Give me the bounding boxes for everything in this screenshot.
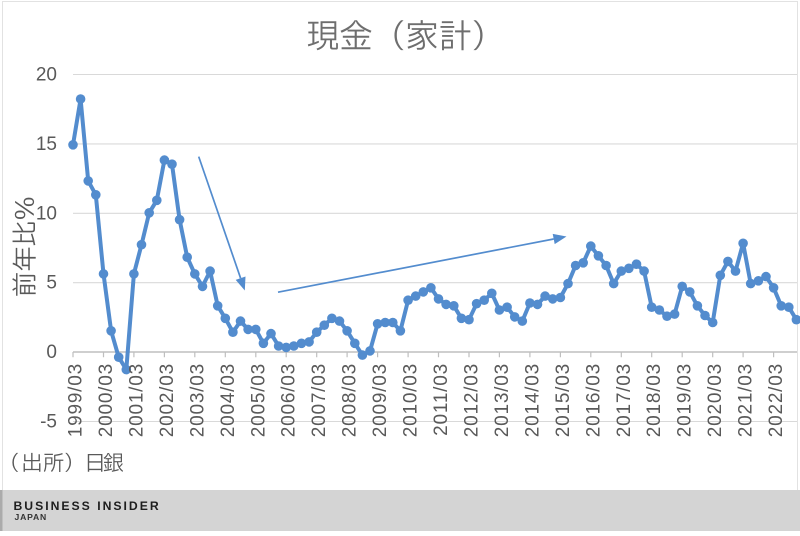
svg-text:2018/03: 2018/03 [644,363,665,437]
svg-text:2002/03: 2002/03 [157,363,178,437]
svg-text:15: 15 [36,134,57,155]
svg-text:2014/03: 2014/03 [522,363,543,437]
svg-text:2001/03: 2001/03 [126,363,147,437]
svg-text:2000/03: 2000/03 [96,363,117,437]
svg-text:20: 20 [36,65,57,86]
svg-text:2011/03: 2011/03 [431,363,452,436]
svg-text:2012/03: 2012/03 [462,363,483,437]
svg-text:JAPAN: JAPAN [15,512,48,522]
svg-text:1999/03: 1999/03 [66,363,87,437]
svg-text:2013/03: 2013/03 [492,363,513,437]
svg-text:5: 5 [46,273,57,294]
svg-text:2005/03: 2005/03 [248,363,269,437]
svg-text:2021/03: 2021/03 [736,363,757,437]
svg-text:BUSINESS INSIDER: BUSINESS INSIDER [14,499,161,513]
svg-text:10: 10 [36,203,57,224]
svg-text:2019/03: 2019/03 [675,363,696,437]
svg-text:2017/03: 2017/03 [614,363,635,437]
svg-text:2003/03: 2003/03 [187,363,208,437]
svg-text:2006/03: 2006/03 [279,363,300,437]
svg-text:2010/03: 2010/03 [401,363,422,437]
svg-text:2008/03: 2008/03 [340,363,361,437]
svg-text:2009/03: 2009/03 [370,363,391,437]
svg-text:-5: -5 [40,412,57,433]
svg-text:2007/03: 2007/03 [309,363,330,437]
svg-text:2020/03: 2020/03 [705,363,726,437]
svg-text:2016/03: 2016/03 [583,363,604,437]
svg-text:2015/03: 2015/03 [553,363,574,437]
svg-text:0: 0 [46,342,57,363]
svg-text:2004/03: 2004/03 [218,363,239,437]
svg-text:2022/03: 2022/03 [766,363,787,437]
